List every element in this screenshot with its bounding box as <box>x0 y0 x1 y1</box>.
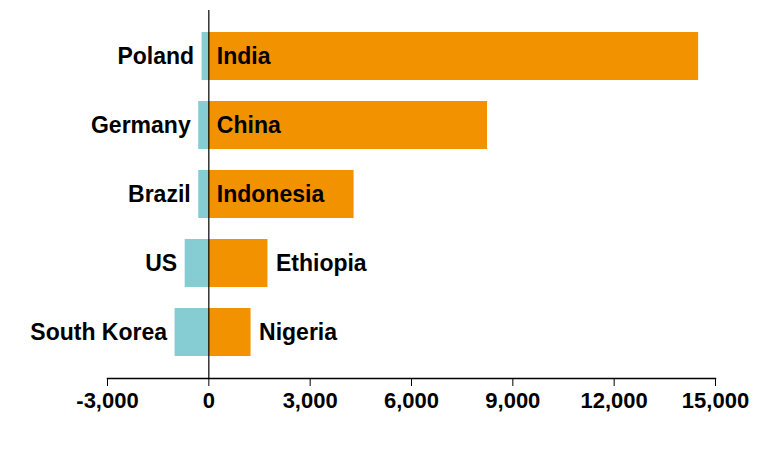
svg-text:3,000: 3,000 <box>283 388 338 413</box>
svg-text:US: US <box>145 250 177 276</box>
svg-text:Germany: Germany <box>91 112 191 138</box>
svg-text:China: China <box>217 112 281 138</box>
svg-text:12,000: 12,000 <box>581 388 648 413</box>
svg-text:Brazil: Brazil <box>128 181 191 207</box>
svg-text:South Korea: South Korea <box>30 319 167 345</box>
svg-text:6,000: 6,000 <box>384 388 439 413</box>
svg-text:0: 0 <box>203 388 215 413</box>
svg-text:Ethiopia: Ethiopia <box>276 250 367 276</box>
svg-text:-3,000: -3,000 <box>76 388 138 413</box>
svg-text:9,000: 9,000 <box>485 388 540 413</box>
svg-text:15,000: 15,000 <box>682 388 749 413</box>
svg-text:India: India <box>217 43 271 69</box>
svg-text:Nigeria: Nigeria <box>259 319 337 345</box>
svg-text:Poland: Poland <box>117 43 194 69</box>
svg-text:Indonesia: Indonesia <box>217 181 325 207</box>
